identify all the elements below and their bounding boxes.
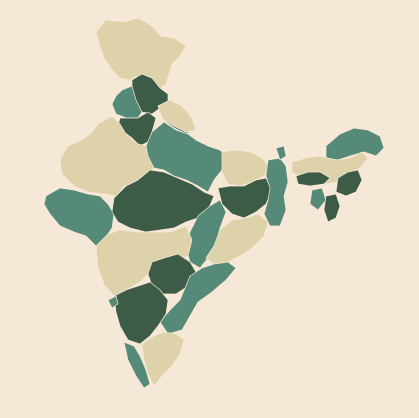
region-meghalaya[interactable] — [295, 171, 331, 187]
region-kerala[interactable] — [123, 341, 151, 389]
region-rajasthan[interactable] — [59, 115, 155, 197]
region-karnataka[interactable] — [113, 281, 169, 345]
region-tamil-nadu[interactable] — [141, 331, 185, 387]
region-uttar-pradesh[interactable] — [145, 121, 229, 193]
region-sikkim[interactable] — [275, 145, 287, 161]
region-west-bengal[interactable] — [263, 157, 289, 227]
region-andhra-pradesh[interactable] — [159, 261, 237, 335]
region-bihar[interactable] — [221, 149, 271, 187]
region-uttar-pradesh-north[interactable] — [157, 99, 197, 133]
region-nagaland[interactable] — [335, 169, 363, 197]
region-jammu-kashmir[interactable] — [95, 17, 187, 91]
region-odisha[interactable] — [205, 213, 269, 265]
region-tripura[interactable] — [309, 187, 327, 211]
region-mizoram[interactable] — [323, 193, 341, 223]
region-goa[interactable] — [107, 295, 119, 309]
